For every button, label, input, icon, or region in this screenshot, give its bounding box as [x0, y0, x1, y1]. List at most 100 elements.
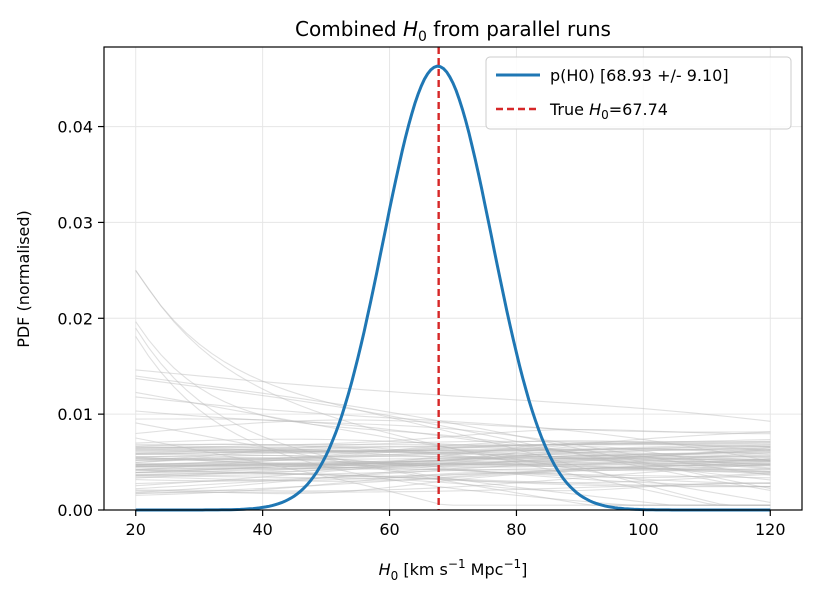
background-run-line	[135, 451, 771, 461]
background-run-line	[135, 451, 771, 473]
background-run-line	[135, 438, 771, 449]
background-run-line	[135, 449, 771, 490]
x-tick-label-4: 100	[628, 520, 659, 539]
background-run-line	[135, 448, 771, 454]
background-run-line	[135, 448, 771, 476]
background-run-line	[135, 453, 771, 466]
background-run-line	[135, 369, 771, 422]
background-run-line	[135, 440, 771, 454]
background-run-line	[135, 440, 771, 479]
background-run-line	[135, 446, 771, 469]
background-run-line	[135, 445, 771, 460]
background-run-line	[135, 462, 771, 482]
background-run-line	[135, 396, 771, 462]
x-tick-label-0: 20	[126, 520, 146, 539]
y-ticks: 0.00 0.01 0.02 0.03 0.04	[57, 118, 104, 520]
background-run-line	[135, 455, 771, 471]
y-tick-label-3: 0.03	[57, 213, 93, 232]
background-run-line	[135, 456, 771, 467]
background-run-line	[135, 467, 771, 472]
background-run-line	[135, 449, 771, 487]
background-run-line	[135, 445, 771, 468]
background-run-line	[135, 442, 771, 471]
background-run-line	[135, 438, 771, 457]
background-run-line	[135, 446, 771, 460]
background-run-line	[135, 446, 771, 466]
background-run-line	[135, 463, 771, 475]
x-ticks: 20 40 60 80 100 120	[126, 510, 786, 539]
background-run-line	[135, 336, 771, 506]
legend-box	[485, 56, 792, 130]
background-run-line	[135, 463, 771, 492]
background-run-line	[135, 462, 771, 467]
background-run-line	[135, 449, 771, 465]
background-run-line	[135, 460, 771, 476]
background-run-line	[135, 475, 771, 492]
y-tick-label-1: 0.01	[57, 405, 93, 424]
background-run-line	[135, 444, 771, 455]
background-run-line	[135, 270, 771, 506]
background-run-line	[135, 453, 771, 459]
y-tick-label-0: 0.00	[57, 501, 93, 520]
background-run-line	[135, 465, 771, 494]
legend: p(H0) [68.93 +/- 9.10] True H0=67.74	[485, 56, 792, 130]
x-axis-label: H0 [km s−1 Mpc−1]	[379, 557, 528, 583]
background-run-line	[135, 472, 771, 484]
background-run-line	[135, 419, 771, 435]
background-run-line	[135, 443, 771, 446]
background-run-line	[135, 464, 771, 495]
background-run-line	[135, 270, 771, 506]
background-run-line	[135, 459, 771, 467]
background-run-line	[135, 469, 771, 487]
background-run-line	[135, 450, 771, 467]
background-run-line	[135, 418, 771, 470]
y-tick-label-4: 0.04	[57, 118, 93, 137]
background-run-line	[135, 458, 771, 474]
background-run-line	[135, 442, 771, 453]
x-tick-label-2: 60	[379, 520, 399, 539]
background-run-line	[135, 437, 771, 506]
background-run-line	[135, 447, 771, 473]
background-run-line	[135, 482, 771, 494]
background-run-line	[135, 466, 771, 479]
background-run-line	[135, 410, 771, 476]
background-run-line	[135, 451, 771, 467]
background-run-line	[135, 461, 771, 495]
background-run-line	[135, 452, 771, 469]
background-run-line	[135, 428, 771, 450]
background-run-line	[135, 452, 771, 468]
background-run-line	[135, 456, 771, 466]
background-run-line	[135, 457, 771, 461]
background-run-line	[135, 447, 771, 451]
y-tick-label-2: 0.02	[57, 309, 93, 328]
background-run-line	[135, 443, 771, 474]
background-run-line	[135, 450, 771, 464]
background-run-line	[135, 458, 771, 467]
background-run-line	[135, 375, 771, 490]
background-run-line	[135, 422, 771, 506]
y-axis-label: PDF (normalised)	[14, 210, 33, 348]
background-run-line	[135, 457, 771, 488]
background-run-line	[135, 446, 771, 465]
background-run-line	[135, 460, 771, 482]
background-run-line	[135, 454, 771, 479]
background-run-line	[135, 457, 771, 471]
chart-title: Combined H0 from parallel runs	[295, 17, 611, 45]
background-run-line	[135, 327, 771, 506]
background-run-line	[135, 377, 771, 491]
background-run-line	[135, 447, 771, 473]
background-run-line	[135, 431, 771, 454]
background-run-line	[135, 471, 771, 496]
x-tick-label-3: 80	[506, 520, 526, 539]
background-runs	[135, 270, 771, 506]
background-run-line	[135, 463, 771, 485]
x-tick-label-1: 40	[252, 520, 272, 539]
background-run-line	[135, 440, 771, 466]
legend-series-label: p(H0) [68.93 +/- 9.10]	[550, 66, 729, 85]
background-run-line	[135, 469, 771, 488]
legend-reference-label: True H0=67.74	[549, 100, 668, 122]
background-run-line	[135, 321, 771, 481]
x-tick-label-5: 120	[755, 520, 786, 539]
